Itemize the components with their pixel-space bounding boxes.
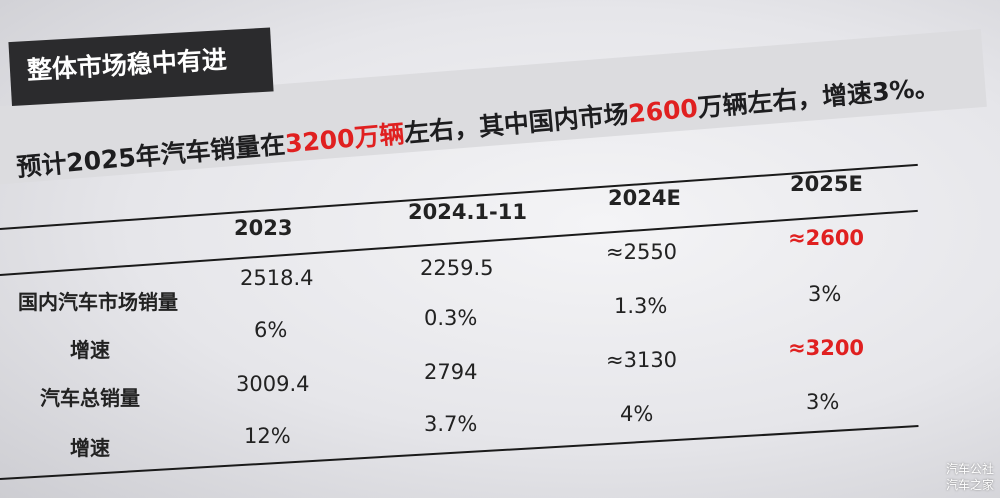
row-label-total-growth: 增速: [70, 436, 110, 460]
cell-domestic-growth-2024e: 1.3%: [614, 294, 668, 318]
cell-domestic-growth-2024-1-11: 0.3%: [424, 306, 478, 330]
cell-domestic-sales-2025e: ≈2600: [788, 226, 865, 250]
cell-total-sales-2024-1-11: 2794: [424, 360, 478, 384]
column-header-2023: 2023: [234, 216, 293, 240]
cell-total-sales-2023: 3009.4: [236, 372, 310, 396]
cell-total-sales-2025e: ≈3200: [788, 336, 865, 360]
cell-domestic-growth-2025e: 3%: [808, 282, 842, 306]
row-label-total-sales: 汽车总销量: [40, 386, 140, 410]
column-header-2024-1-11: 2024.1-11: [408, 200, 527, 224]
watermark-line-1: 汽车公社: [945, 462, 994, 476]
cell-total-growth-2025e: 3%: [806, 390, 840, 414]
cell-total-growth-2024e: 4%: [620, 402, 654, 426]
row-label-domestic-growth: 增速: [70, 338, 110, 362]
column-header-2024e: 2024E: [608, 186, 681, 210]
cell-domestic-sales-2024e: ≈2550: [606, 240, 678, 264]
cell-total-sales-2024e: ≈3130: [606, 348, 678, 372]
cell-domestic-growth-2023: 6%: [254, 318, 288, 342]
cell-domestic-sales-2024-1-11: 2259.5: [420, 256, 494, 280]
cell-total-growth-2023: 12%: [244, 424, 291, 448]
column-header-2025e: 2025E: [790, 172, 863, 196]
cell-total-growth-2024-1-11: 3.7%: [424, 412, 478, 436]
row-label-domestic-sales: 国内汽车市场销量: [18, 290, 178, 314]
cell-domestic-sales-2023: 2518.4: [240, 266, 314, 290]
headline-highlight-2: 2600: [627, 93, 700, 129]
watermark-line-2: 汽车之家: [945, 478, 994, 492]
